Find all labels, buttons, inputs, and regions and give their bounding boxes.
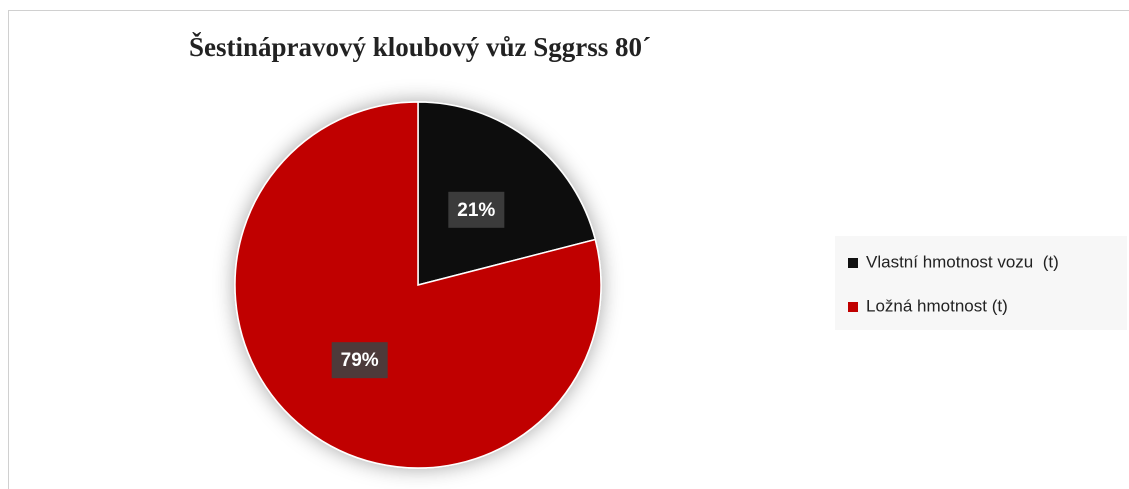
pie (234, 101, 602, 469)
legend-swatch (848, 258, 858, 268)
legend-box (835, 236, 1127, 330)
data-label: 21% (457, 200, 495, 221)
legend-label: Vlastní hmotnost vozu (t) (866, 252, 1059, 271)
data-label-box (448, 191, 505, 228)
data-label-box (331, 342, 388, 379)
data-label: 79% (341, 350, 379, 371)
pie-slice (417, 101, 597, 286)
legend-label: Ložná hmotnost (t) (866, 296, 1008, 315)
chart-frame (8, 10, 1129, 489)
chart-title: Šestinápravový kloubový vůz Sggrss 80´ (189, 32, 651, 62)
legend-swatch (848, 302, 858, 312)
pie-slice (234, 101, 602, 469)
